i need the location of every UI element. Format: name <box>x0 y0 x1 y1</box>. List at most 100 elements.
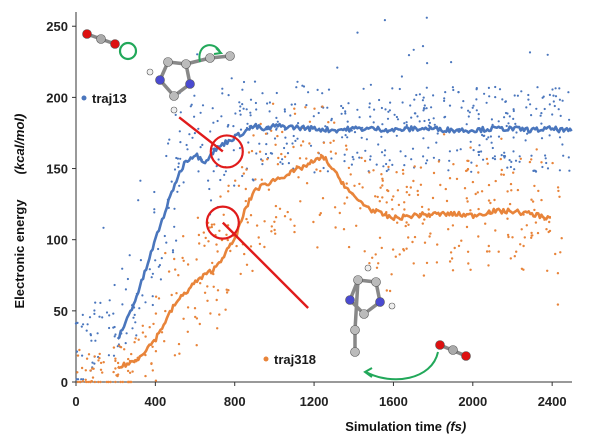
data-point <box>422 107 426 110</box>
data-point <box>167 270 171 273</box>
data-point <box>451 224 455 227</box>
data-point <box>527 93 530 97</box>
oxygen-atom <box>82 29 92 39</box>
data-point <box>465 197 468 200</box>
data-point <box>540 137 544 140</box>
data-point <box>130 352 133 356</box>
data-point <box>444 91 447 94</box>
data-point <box>368 171 371 174</box>
data-point <box>487 199 491 202</box>
data-point <box>413 98 416 101</box>
data-point <box>509 165 512 169</box>
data-point <box>190 103 193 106</box>
data-point <box>260 178 263 181</box>
data-point <box>251 269 254 273</box>
data-point <box>500 168 503 172</box>
data-point <box>243 252 246 256</box>
data-point <box>533 184 536 188</box>
data-point <box>175 239 178 242</box>
data-point <box>378 98 381 102</box>
data-point <box>369 155 372 158</box>
data-point <box>344 112 347 115</box>
data-point <box>99 368 103 371</box>
data-point <box>498 88 502 91</box>
data-point <box>175 292 178 295</box>
data-point <box>82 378 85 381</box>
data-point <box>530 236 533 239</box>
data-point <box>425 86 428 89</box>
data-point <box>293 107 296 110</box>
data-point <box>351 155 354 159</box>
data-point <box>232 149 235 152</box>
data-point <box>398 253 401 256</box>
data-point <box>273 137 277 140</box>
data-point <box>412 179 415 183</box>
data-point <box>387 168 390 171</box>
data-point <box>195 344 198 347</box>
data-point <box>467 115 470 118</box>
data-point <box>508 202 512 206</box>
data-point <box>389 101 392 104</box>
data-point <box>416 193 420 197</box>
data-point <box>398 87 401 91</box>
data-point <box>551 88 554 91</box>
data-point <box>268 101 271 104</box>
data-point <box>210 225 213 229</box>
data-point <box>467 109 470 112</box>
data-point <box>334 152 337 155</box>
data-point <box>557 108 560 111</box>
data-point <box>289 114 292 117</box>
data-point <box>464 169 468 173</box>
data-point <box>396 118 400 121</box>
data-point <box>287 162 290 165</box>
y-tick-label: 200 <box>46 90 68 105</box>
data-point <box>504 100 507 103</box>
data-point <box>494 96 497 99</box>
data-point <box>519 157 522 160</box>
data-point <box>255 108 258 111</box>
data-point <box>269 152 272 155</box>
data-point <box>286 152 290 155</box>
data-point <box>234 179 237 182</box>
data-point <box>507 235 510 239</box>
data-point <box>293 224 296 227</box>
data-point <box>546 269 549 272</box>
data-point <box>467 159 470 163</box>
data-point <box>500 154 503 157</box>
data-point <box>443 116 446 119</box>
x-tick-label: 2400 <box>538 394 567 409</box>
data-point <box>503 155 507 158</box>
data-point <box>545 228 548 231</box>
data-point <box>316 246 319 249</box>
data-point <box>89 369 92 372</box>
data-point <box>91 367 94 370</box>
data-point <box>179 157 182 160</box>
data-point <box>345 182 348 185</box>
data-point <box>381 184 384 187</box>
data-point <box>512 117 515 120</box>
data-point <box>232 125 235 128</box>
data-point <box>412 48 415 51</box>
data-point <box>154 350 158 353</box>
data-point <box>540 161 543 164</box>
data-point <box>293 230 296 234</box>
data-point <box>371 256 374 259</box>
data-point <box>108 299 111 302</box>
data-point <box>163 340 166 343</box>
data-point <box>101 371 104 374</box>
data-point <box>74 322 78 325</box>
data-point <box>474 192 477 196</box>
data-point <box>356 108 359 111</box>
oxygen-atom <box>461 351 471 361</box>
data-point <box>97 359 100 362</box>
data-point <box>431 196 435 200</box>
data-point <box>254 101 257 105</box>
data-point <box>567 91 570 94</box>
data-point <box>116 361 120 365</box>
data-point <box>245 168 248 171</box>
data-point <box>450 61 453 64</box>
data-point <box>197 233 201 237</box>
data-point <box>79 380 82 384</box>
data-point <box>435 141 438 144</box>
data-point <box>388 109 391 112</box>
